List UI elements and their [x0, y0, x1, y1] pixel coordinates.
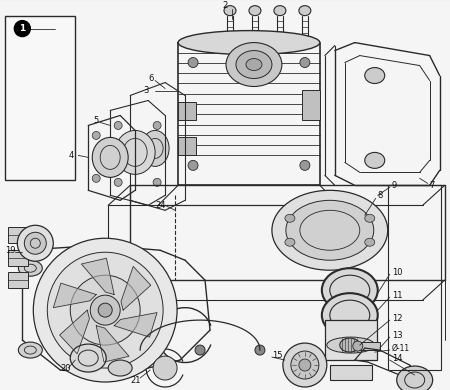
Ellipse shape	[353, 341, 363, 351]
Bar	[178, 137, 196, 155]
Bar	[302, 90, 320, 121]
Polygon shape	[54, 283, 96, 308]
Bar	[9, 250, 28, 266]
Ellipse shape	[92, 137, 128, 177]
Text: 15: 15	[272, 351, 283, 360]
Text: 20: 20	[60, 363, 71, 372]
Ellipse shape	[285, 238, 295, 246]
Bar	[330, 365, 372, 380]
Ellipse shape	[153, 356, 177, 380]
Ellipse shape	[224, 5, 236, 16]
Ellipse shape	[291, 351, 319, 379]
Text: 12: 12	[392, 314, 402, 323]
Text: 4: 4	[68, 151, 73, 160]
Polygon shape	[81, 258, 114, 294]
Ellipse shape	[153, 178, 161, 186]
Ellipse shape	[299, 5, 311, 16]
Ellipse shape	[283, 343, 327, 387]
Ellipse shape	[286, 200, 374, 260]
Text: 11: 11	[392, 291, 402, 300]
Polygon shape	[114, 312, 157, 337]
Ellipse shape	[226, 43, 282, 87]
Bar	[5, 16, 75, 180]
Ellipse shape	[255, 345, 265, 355]
Polygon shape	[60, 310, 90, 354]
Ellipse shape	[141, 130, 169, 167]
Ellipse shape	[18, 225, 53, 261]
Text: 6: 6	[148, 74, 153, 83]
Bar	[9, 272, 28, 288]
Ellipse shape	[365, 152, 385, 168]
Ellipse shape	[92, 131, 100, 139]
Ellipse shape	[322, 293, 378, 337]
Ellipse shape	[236, 51, 272, 78]
Ellipse shape	[299, 359, 311, 371]
Ellipse shape	[188, 160, 198, 170]
Ellipse shape	[108, 360, 132, 376]
Ellipse shape	[274, 5, 286, 16]
Polygon shape	[96, 326, 129, 362]
Ellipse shape	[188, 58, 198, 67]
Ellipse shape	[178, 30, 320, 55]
Text: 14: 14	[392, 354, 402, 363]
Ellipse shape	[246, 58, 262, 71]
Ellipse shape	[300, 58, 310, 67]
Text: 13: 13	[392, 331, 402, 340]
Ellipse shape	[300, 160, 310, 170]
Ellipse shape	[33, 238, 177, 382]
Text: 10: 10	[392, 268, 402, 277]
Ellipse shape	[195, 345, 205, 355]
Ellipse shape	[18, 260, 42, 276]
Ellipse shape	[114, 121, 122, 129]
Circle shape	[14, 21, 30, 37]
Ellipse shape	[365, 214, 375, 222]
Ellipse shape	[115, 130, 155, 174]
Ellipse shape	[397, 366, 432, 390]
Ellipse shape	[153, 121, 161, 129]
Ellipse shape	[249, 5, 261, 16]
Ellipse shape	[18, 342, 42, 358]
Ellipse shape	[98, 303, 112, 317]
Bar	[325, 320, 377, 360]
Ellipse shape	[70, 344, 106, 372]
Bar	[178, 103, 196, 121]
Ellipse shape	[365, 67, 385, 83]
Text: 8: 8	[378, 191, 383, 200]
Text: 7: 7	[430, 181, 435, 190]
Bar	[9, 227, 28, 243]
Ellipse shape	[340, 338, 360, 352]
Text: 5: 5	[93, 116, 99, 125]
Bar	[358, 342, 380, 350]
Text: 19: 19	[5, 246, 16, 255]
Ellipse shape	[47, 252, 163, 368]
Text: 21: 21	[130, 376, 141, 385]
Text: Ø-11: Ø-11	[392, 344, 410, 353]
Bar	[388, 185, 441, 370]
Ellipse shape	[24, 232, 46, 254]
Ellipse shape	[114, 178, 122, 186]
Text: 2: 2	[222, 1, 227, 10]
Polygon shape	[121, 266, 151, 310]
Ellipse shape	[92, 174, 100, 183]
Ellipse shape	[70, 275, 140, 345]
Text: 24: 24	[155, 201, 166, 210]
Ellipse shape	[285, 214, 295, 222]
Text: 3: 3	[143, 86, 148, 95]
Ellipse shape	[322, 268, 378, 312]
Text: 9: 9	[392, 181, 397, 190]
Ellipse shape	[327, 337, 375, 353]
Ellipse shape	[365, 238, 375, 246]
Ellipse shape	[90, 295, 120, 325]
Text: 1: 1	[19, 24, 26, 33]
Ellipse shape	[272, 190, 388, 270]
